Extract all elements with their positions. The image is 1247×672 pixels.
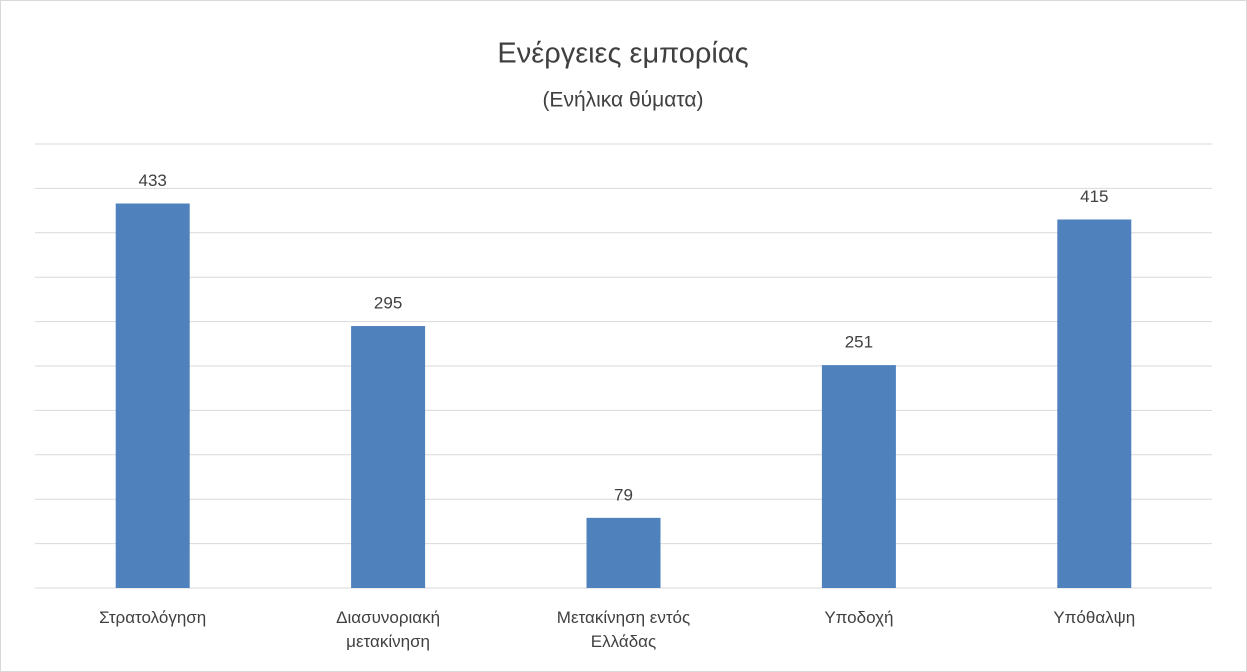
x-tick-label: Διασυνοριακή μετακίνηση <box>336 608 441 651</box>
x-tick-label: Στρατολόγηση <box>99 608 207 627</box>
bar <box>351 326 426 588</box>
x-tick-label: Μετακίνηση εντός Ελλάδας <box>556 608 691 651</box>
bar <box>821 365 896 588</box>
bar <box>586 517 661 588</box>
x-tick-label: Υπόθαλψη <box>1053 608 1136 627</box>
chart-title: Ενέργειες εμπορίας <box>497 38 748 70</box>
data-label: 79 <box>614 485 633 504</box>
chart-subtitle: (Ενήλικα θύματα) <box>542 89 703 112</box>
data-label: 295 <box>374 294 402 313</box>
data-label: 433 <box>139 171 167 190</box>
data-label: 251 <box>845 333 873 352</box>
x-tick-label: Υποδοχή <box>824 608 894 627</box>
bar <box>115 203 190 588</box>
data-label: 415 <box>1080 187 1108 206</box>
bar <box>1057 219 1132 589</box>
